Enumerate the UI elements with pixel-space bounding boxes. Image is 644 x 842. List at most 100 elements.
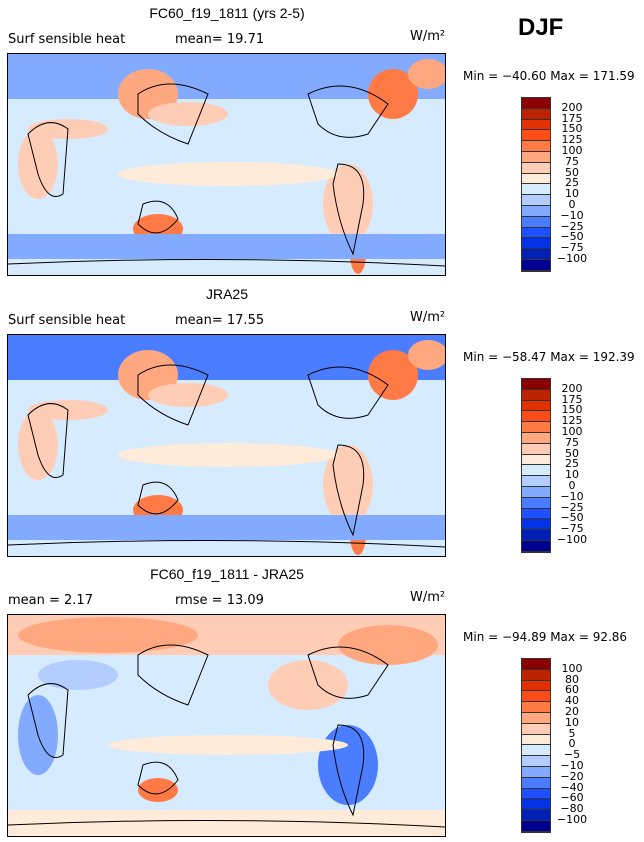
colorbar-swatch — [522, 443, 550, 455]
colorbar-tick-label: 150 — [561, 403, 583, 417]
colorbar-tick-label: −75 — [560, 522, 584, 536]
colorbar-tick-label: −20 — [560, 769, 584, 783]
contour-region — [118, 443, 338, 467]
contour-region — [8, 234, 445, 259]
colorbar-swatch — [522, 519, 550, 531]
colorbar-swatch — [522, 756, 550, 767]
colorbar-swatch — [522, 680, 550, 692]
colorbar-swatch — [522, 476, 550, 487]
colorbar-tick-label: 10 — [565, 715, 579, 729]
min-max-label: Min = −94.89 Max = 92.86 — [463, 630, 628, 644]
contour-region — [323, 164, 373, 244]
colorbar-tick-label: −10 — [560, 208, 584, 222]
colorbar-tick-label: 100 — [561, 425, 583, 438]
min-max-label: Min = −58.47 Max = 192.39 — [463, 350, 635, 364]
colorbar-swatch — [522, 723, 550, 735]
colorbar-tick-label: 75 — [565, 154, 579, 168]
colorbar-tick-label: 10 — [565, 468, 579, 482]
colorbar-swatch — [522, 799, 550, 811]
colorbar-tick-label: 200 — [561, 100, 583, 114]
colorbar-swatch — [522, 130, 550, 142]
colorbar-swatch — [522, 530, 550, 541]
colorbar-tick-label: 200 — [561, 381, 583, 395]
colorbar-swatch — [522, 195, 550, 206]
colorbar-swatch — [522, 389, 550, 401]
contour-region — [338, 625, 438, 665]
colorbar-swatch — [522, 669, 550, 681]
season-label: DJF — [518, 14, 564, 41]
contour-region — [108, 735, 348, 755]
units-label: W/m² — [410, 310, 446, 325]
colorbar-swatch — [522, 497, 550, 509]
colorbar-tick-label: 60 — [565, 683, 579, 697]
colorbar-swatch — [522, 734, 550, 746]
colorbar-tick-label: 10 — [565, 187, 579, 201]
colorbar-swatch — [522, 216, 550, 228]
contour-region — [8, 515, 445, 540]
colorbar-tick-label: 125 — [561, 414, 583, 428]
colorbar-tick-label: 75 — [565, 435, 579, 449]
colorbar-swatch — [522, 205, 550, 217]
colorbar-swatch — [522, 259, 550, 271]
world-map — [7, 53, 448, 276]
colorbar-swatch — [522, 810, 550, 821]
contour-region — [18, 617, 198, 653]
contour-region — [118, 162, 338, 186]
panel-title: JRA25 — [205, 286, 249, 302]
contour-region — [408, 340, 448, 370]
colorbar-tick-label: 50 — [565, 165, 579, 179]
colorbar-swatch — [522, 173, 550, 185]
colorbar-swatch — [522, 119, 550, 131]
colorbar-tick-label: 5 — [568, 726, 576, 740]
colorbar-swatch — [522, 745, 550, 757]
coastline — [7, 83, 446, 267]
contour-region — [368, 350, 418, 400]
colorbar-swatch — [522, 465, 550, 477]
colorbar-tick-label: −40 — [560, 780, 584, 794]
contour-region — [38, 660, 118, 690]
colorbar-tick-label: 0 — [568, 737, 576, 751]
colorbar-tick-label: −50 — [560, 511, 584, 525]
colorbar-swatch — [522, 98, 550, 109]
contour-region — [18, 129, 58, 199]
world-map — [7, 614, 446, 837]
contour-region — [148, 383, 228, 407]
colorbar-tick-label: 50 — [565, 446, 579, 460]
colorbar-swatch — [522, 659, 550, 670]
panel-left-label: mean = 2.17 — [8, 593, 93, 608]
colorbar-swatch — [522, 432, 550, 444]
panel-stat: mean= 17.55 — [175, 313, 265, 328]
colorbar-tick-label: 0 — [568, 198, 576, 211]
colorbar-swatch — [522, 454, 550, 466]
contour-region — [18, 410, 58, 480]
colorbar-swatch — [522, 540, 550, 552]
contour-region — [368, 69, 418, 119]
colorbar-tick-label: −80 — [560, 802, 584, 816]
colorbar-swatch — [522, 238, 550, 250]
colorbar-tick-label: −5 — [563, 748, 581, 762]
colorbar-tick-label: −25 — [560, 219, 584, 233]
colorbar-tick-label: −100 — [556, 252, 588, 265]
colorbar-tick-label: 80 — [565, 672, 579, 686]
colorbar-swatch — [522, 766, 550, 778]
colorbar-swatch — [522, 777, 550, 789]
colorbar-tick-label: −25 — [560, 500, 584, 514]
colorbar-tick-label: −100 — [556, 813, 588, 826]
contour-region — [8, 810, 445, 836]
colorbar-tick-label: 175 — [561, 392, 583, 406]
colorbar-tick-label: −75 — [560, 241, 584, 255]
colorbar-tick-label: −10 — [560, 759, 584, 772]
panel-left-label: Surf sensible heat — [8, 32, 126, 47]
panel-stat: mean= 19.71 — [175, 32, 265, 47]
colorbar-tick-label: 100 — [561, 144, 583, 157]
colorbar — [521, 658, 551, 833]
colorbar-swatch — [522, 691, 550, 703]
colorbar-tick-label: 125 — [561, 133, 583, 147]
colorbar-swatch — [522, 184, 550, 196]
panel-left-label: Surf sensible heat — [8, 313, 126, 328]
colorbar-tick-label: −10 — [560, 489, 584, 503]
world-map — [7, 334, 448, 557]
colorbar-tick-label: 20 — [565, 705, 579, 718]
colorbar-swatch — [522, 702, 550, 713]
